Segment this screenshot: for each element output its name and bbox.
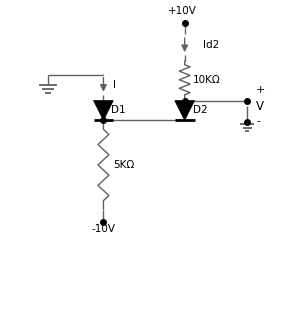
Polygon shape — [94, 100, 113, 120]
Polygon shape — [175, 100, 194, 120]
Text: Id2: Id2 — [203, 40, 219, 50]
Text: 5KΩ: 5KΩ — [113, 160, 135, 170]
Text: 10KΩ: 10KΩ — [193, 75, 220, 85]
Text: I: I — [113, 80, 116, 90]
Text: +10V: +10V — [168, 6, 197, 16]
Text: D2: D2 — [193, 106, 207, 116]
Text: +: + — [256, 84, 265, 95]
Text: D1: D1 — [111, 106, 126, 116]
Text: -: - — [256, 116, 260, 126]
Text: V: V — [256, 100, 264, 113]
Text: -10V: -10V — [92, 224, 116, 234]
